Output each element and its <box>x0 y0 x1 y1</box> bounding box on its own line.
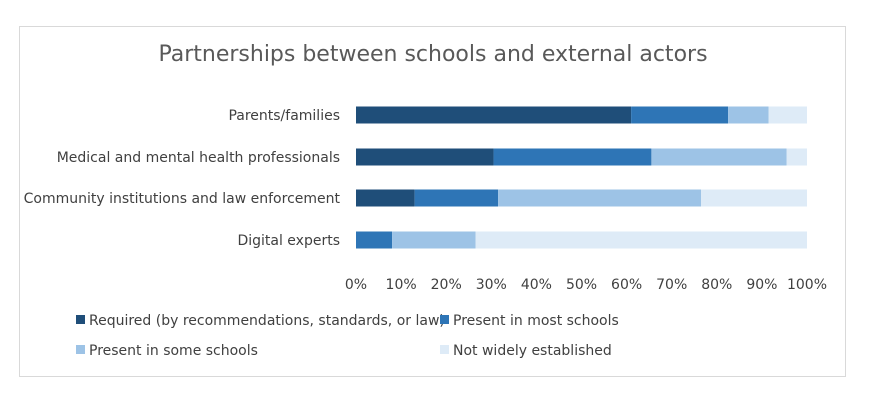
bar-segment <box>493 148 652 166</box>
bar-segment <box>414 189 499 207</box>
x-tick-label: 40% <box>521 277 552 293</box>
x-tick-label: 20% <box>431 277 462 293</box>
category-labels-group: Parents/families Medical and mental healt… <box>24 108 341 249</box>
legend-swatch <box>440 345 449 354</box>
x-tick-label: 50% <box>566 277 597 293</box>
x-tick-label: 100% <box>787 277 827 293</box>
x-tick-label: 60% <box>611 277 642 293</box>
legend-swatch <box>76 345 85 354</box>
bar-segment <box>786 148 807 166</box>
category-label: Parents/families <box>228 108 340 124</box>
bar-segment <box>701 189 807 207</box>
bar-segment <box>728 106 769 124</box>
x-axis-ticks-group: 0% 10% 20% 30% 40% 50% 60% 70% 80% 90% 100% <box>345 277 827 293</box>
x-tick-label: 70% <box>656 277 687 293</box>
bar-segment <box>651 148 787 166</box>
bar-segment <box>356 148 494 166</box>
category-label: Digital experts <box>237 233 340 249</box>
bars-group <box>356 106 807 249</box>
bar-segment <box>768 106 807 124</box>
x-tick-label: 80% <box>701 277 732 293</box>
bar-segment <box>356 189 415 207</box>
legend-group: Required (by recommendations, standards,… <box>76 313 619 359</box>
legend-swatch <box>76 315 85 324</box>
bar-segment <box>498 189 702 207</box>
legend-label: Not widely established <box>453 343 612 359</box>
bar-segment <box>356 231 393 249</box>
legend-label: Present in most schools <box>453 313 619 329</box>
legend-swatch <box>440 315 449 324</box>
x-tick-label: 90% <box>746 277 777 293</box>
x-tick-label: 0% <box>345 277 367 293</box>
x-tick-label: 10% <box>386 277 417 293</box>
bar-segment <box>392 231 476 249</box>
bar-segment <box>475 231 807 249</box>
x-tick-label: 30% <box>476 277 507 293</box>
bar-segment <box>356 106 632 124</box>
legend-label: Present in some schools <box>89 343 258 359</box>
legend-label: Required (by recommendations, standards,… <box>89 313 445 329</box>
bar-segment <box>631 106 729 124</box>
chart-title: Partnerships between schools and externa… <box>158 42 708 67</box>
category-label: Community institutions and law enforceme… <box>24 191 341 207</box>
category-label: Medical and mental health professionals <box>57 150 340 166</box>
